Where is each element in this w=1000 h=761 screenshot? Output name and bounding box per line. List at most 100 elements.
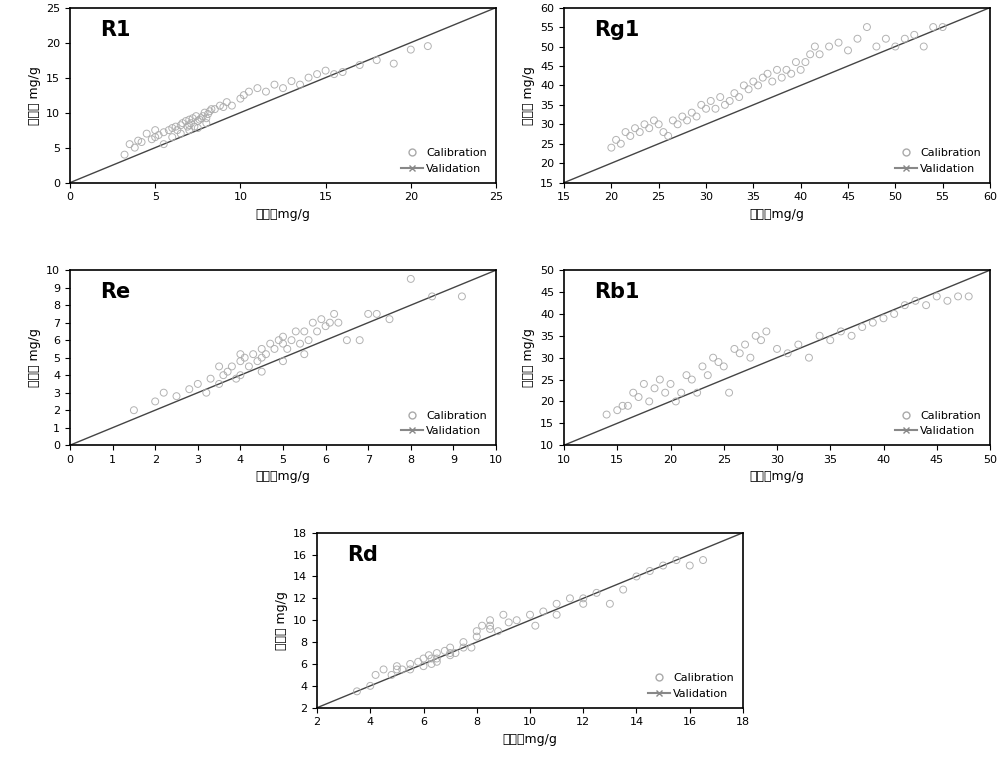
Point	[266, 78, 282, 91]
Point	[215, 369, 231, 381]
Point	[429, 652, 445, 664]
Point	[349, 685, 365, 697]
Y-axis label: 预测値 mg/g: 预测値 mg/g	[275, 591, 288, 650]
Point	[275, 355, 291, 368]
Point	[660, 130, 676, 142]
Point	[292, 78, 308, 91]
Y-axis label: 预测値 mg/g: 预测値 mg/g	[522, 65, 535, 125]
Point	[682, 559, 698, 572]
Point	[185, 107, 201, 119]
Point	[249, 355, 265, 368]
Point	[929, 290, 945, 302]
Point	[275, 82, 291, 94]
Point	[793, 87, 809, 99]
Point	[352, 59, 368, 71]
Point	[416, 660, 432, 672]
Point	[144, 133, 160, 145]
Point	[376, 664, 392, 676]
Point	[609, 409, 625, 421]
Text: Rg1: Rg1	[594, 20, 639, 40]
Point	[249, 73, 265, 85]
Point	[625, 387, 641, 399]
Point	[758, 325, 774, 337]
Point	[655, 559, 671, 572]
Point	[174, 117, 190, 129]
Point	[424, 320, 440, 333]
Point	[897, 299, 913, 311]
X-axis label: 实测値mg/g: 实测値mg/g	[750, 208, 804, 221]
Point	[151, 129, 167, 141]
Point	[296, 325, 312, 337]
Point	[694, 360, 710, 372]
Point	[764, 75, 780, 88]
Point	[181, 113, 197, 126]
Point	[207, 103, 223, 115]
Point	[469, 631, 485, 643]
Point	[636, 377, 652, 390]
Point	[211, 400, 227, 412]
Y-axis label: 预测値 mg/g: 预测値 mg/g	[28, 328, 41, 387]
Point	[442, 642, 458, 654]
Point	[689, 387, 705, 399]
Point	[788, 56, 804, 68]
Point	[161, 124, 177, 136]
Point	[262, 338, 278, 350]
Point	[318, 320, 334, 333]
Point	[429, 647, 445, 659]
Point	[249, 82, 265, 94]
Point	[181, 383, 197, 395]
Point	[164, 131, 180, 143]
Point	[716, 360, 732, 372]
Point	[403, 272, 419, 285]
Point	[416, 652, 432, 664]
Point	[717, 99, 733, 111]
Point	[198, 117, 214, 129]
Point	[906, 37, 922, 49]
Point	[732, 347, 748, 359]
Point	[707, 103, 723, 115]
Point	[821, 40, 837, 53]
Point	[228, 373, 244, 385]
Point	[522, 609, 538, 621]
Point	[897, 33, 913, 45]
Point	[615, 400, 631, 412]
Point	[575, 592, 591, 604]
Point	[742, 352, 758, 364]
Point	[755, 72, 771, 84]
Point	[906, 29, 922, 41]
Point	[190, 377, 206, 390]
Point	[705, 352, 721, 364]
Point	[641, 145, 657, 158]
Point	[670, 118, 686, 130]
Point	[402, 658, 418, 670]
Point	[674, 110, 690, 123]
Point	[886, 307, 902, 320]
Point	[726, 87, 742, 99]
Point	[642, 565, 658, 577]
Point	[790, 334, 806, 346]
Point	[178, 115, 194, 127]
Point	[878, 33, 894, 45]
Point	[284, 75, 300, 88]
Point	[423, 658, 439, 670]
Point	[602, 597, 618, 610]
Point	[147, 369, 163, 381]
Point	[384, 669, 400, 681]
Point	[318, 65, 334, 77]
Point	[712, 91, 728, 103]
Point	[211, 360, 227, 372]
Point	[865, 317, 881, 329]
Point	[421, 649, 437, 661]
Point	[657, 387, 673, 399]
Point	[868, 52, 884, 64]
Point	[313, 313, 329, 325]
Point	[403, 43, 419, 56]
Point	[296, 355, 312, 368]
Point	[389, 664, 405, 676]
Point	[410, 656, 426, 668]
Point	[589, 587, 605, 599]
Point	[203, 103, 219, 115]
Point	[897, 307, 913, 320]
Point	[608, 134, 624, 146]
Point	[627, 122, 643, 134]
